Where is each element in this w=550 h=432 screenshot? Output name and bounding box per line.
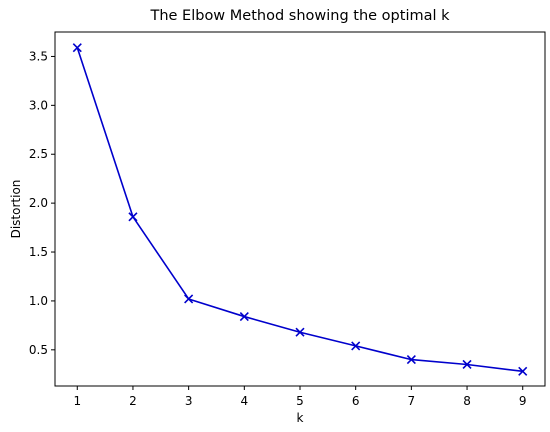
data-point-marker xyxy=(462,359,472,370)
data-point-marker xyxy=(128,212,138,222)
data-point-marker xyxy=(239,312,249,322)
x-tick-label: 3 xyxy=(185,394,193,408)
chart-title: The Elbow Method showing the optimal k xyxy=(149,8,450,24)
y-tick-label: 2.5 xyxy=(29,147,48,161)
y-tick-label: 1.5 xyxy=(29,245,48,259)
x-tick-label: 9 xyxy=(519,394,527,408)
data-point-marker xyxy=(518,366,528,376)
x-tick-label: 2 xyxy=(129,394,137,408)
plot-area xyxy=(72,43,528,376)
y-tick-label: 0.5 xyxy=(29,343,48,357)
y-tick-label: 3.5 xyxy=(29,49,48,63)
data-point-marker xyxy=(406,355,416,365)
x-tick-label: 6 xyxy=(352,394,360,408)
y-axis-label: Distortion xyxy=(9,180,23,239)
data-point-marker xyxy=(184,294,194,304)
data-point-marker xyxy=(351,341,361,351)
x-tick-label: 8 xyxy=(463,394,471,408)
x-axis: 1 2 3 4 5 6 7 8 9 xyxy=(73,386,527,408)
x-tick-label: 5 xyxy=(296,394,304,408)
y-axis: 0.5 1.0 1.5 2.0 2.5 3.0 3.5 xyxy=(29,49,55,357)
series-line xyxy=(76,47,523,373)
x-tick-label: 1 xyxy=(73,394,81,408)
x-axis-label: k xyxy=(297,411,304,425)
x-tick-label: 4 xyxy=(240,394,248,408)
y-tick-label: 1.0 xyxy=(29,294,48,308)
x-tick-label: 7 xyxy=(408,394,416,408)
data-point-marker xyxy=(72,43,82,53)
y-tick-label: 2.0 xyxy=(29,196,48,210)
data-point-marker xyxy=(295,327,305,337)
y-tick-label: 3.0 xyxy=(29,98,48,112)
